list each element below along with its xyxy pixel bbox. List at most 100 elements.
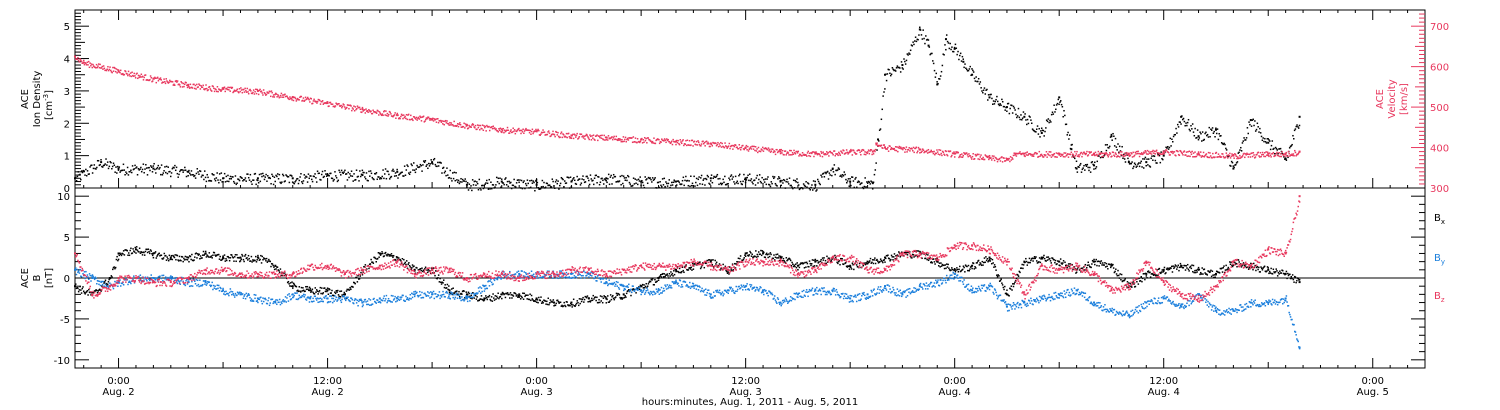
trace-dot — [390, 253, 393, 255]
trace-dot — [1033, 256, 1036, 258]
trace-dot — [1287, 156, 1289, 159]
trace-dot — [933, 261, 936, 263]
trace-dot — [1142, 153, 1144, 155]
trace-dot — [978, 83, 981, 85]
trace-dot — [456, 122, 459, 125]
trace-dot — [499, 295, 502, 298]
trace-dot — [615, 181, 617, 183]
trace-dot — [1111, 155, 1113, 158]
trace-dot — [332, 180, 335, 182]
trace-dot — [659, 181, 661, 183]
trace-dot — [408, 172, 410, 174]
trace-dot — [739, 148, 742, 151]
trace-dot — [528, 129, 530, 131]
trace-dot — [856, 186, 858, 189]
trace-dot — [149, 169, 151, 172]
trace-dot — [1031, 128, 1034, 130]
trace-dot — [1090, 151, 1092, 153]
trace-dot — [1032, 153, 1034, 156]
trace-dot — [456, 181, 459, 183]
trace-dot — [1027, 122, 1030, 125]
trace-dot — [1278, 151, 1280, 154]
trace-dot — [269, 260, 272, 263]
trace-dot — [1226, 154, 1228, 157]
trace-dot — [1104, 262, 1106, 264]
trace-dot — [375, 172, 378, 174]
trace-dot — [163, 78, 165, 80]
trace-dot — [957, 271, 960, 273]
trace-dot — [816, 153, 819, 156]
trace-dot — [892, 259, 894, 261]
trace-dot — [663, 140, 665, 142]
trace-dot — [1067, 131, 1069, 134]
trace-dot — [1035, 131, 1037, 133]
trace-dot — [866, 152, 868, 155]
trace-dot — [355, 108, 357, 111]
data-point — [535, 297, 538, 300]
trace-dot — [797, 184, 800, 186]
data-point — [944, 38, 947, 41]
trace-dot — [1023, 116, 1026, 118]
trace-dot — [688, 180, 690, 182]
trace-dot — [266, 261, 269, 263]
trace-dot — [366, 179, 369, 182]
trace-dot — [515, 295, 518, 297]
trace-dot — [401, 114, 404, 117]
b-tick-label: 10 — [57, 192, 70, 203]
trace-dot — [1217, 153, 1220, 155]
trace-dot — [607, 295, 609, 297]
trace-dot — [1081, 267, 1084, 269]
trace-dot — [208, 180, 210, 182]
trace-dot — [167, 166, 169, 168]
trace-dot — [1094, 263, 1096, 266]
trace-dot — [368, 109, 370, 111]
trace-dot — [625, 176, 627, 179]
trace-dot — [133, 250, 135, 252]
trace-dot — [324, 170, 326, 172]
trace-dot — [146, 248, 148, 251]
trace-dot — [1065, 154, 1068, 157]
trace-dot — [192, 173, 194, 176]
trace-dot — [572, 137, 575, 140]
trace-dot — [748, 148, 750, 150]
trace-dot — [971, 158, 973, 160]
trace-dot — [1054, 259, 1057, 262]
trace-dot — [615, 135, 618, 138]
trace-dot — [180, 169, 183, 171]
trace-dot — [566, 136, 568, 139]
trace-dot — [519, 298, 522, 300]
trace-dot — [1087, 154, 1090, 156]
trace-dot — [622, 297, 624, 299]
trace-dot — [856, 181, 859, 184]
trace-dot — [1004, 109, 1006, 111]
trace-dot — [104, 163, 106, 165]
trace-dot — [478, 124, 480, 127]
trace-dot — [100, 290, 102, 292]
trace-dot — [217, 90, 219, 93]
trace-dot — [154, 77, 157, 80]
trace-dot — [1297, 127, 1300, 129]
trace-dot — [298, 99, 300, 101]
trace-dot — [1049, 154, 1051, 157]
trace-dot — [821, 152, 823, 154]
trace-dot — [1235, 163, 1237, 166]
trace-dot — [612, 137, 615, 139]
trace-dot — [305, 285, 307, 288]
trace-dot — [954, 270, 957, 273]
trace-dot — [865, 186, 867, 188]
trace-dot — [241, 91, 244, 94]
trace-dot — [983, 87, 986, 89]
data-point — [361, 108, 364, 111]
trace-dot — [472, 184, 475, 186]
trace-dot — [1076, 171, 1079, 173]
trace-dot — [963, 66, 965, 69]
trace-dot — [1157, 154, 1159, 157]
trace-dot — [517, 296, 519, 298]
trace-dot — [811, 259, 814, 261]
trace-dot — [1069, 263, 1071, 265]
trace-dot — [941, 154, 943, 157]
trace-dot — [989, 93, 992, 96]
trace-dot — [86, 290, 89, 292]
trace-dot — [1124, 278, 1127, 280]
trace-dot — [218, 173, 221, 175]
